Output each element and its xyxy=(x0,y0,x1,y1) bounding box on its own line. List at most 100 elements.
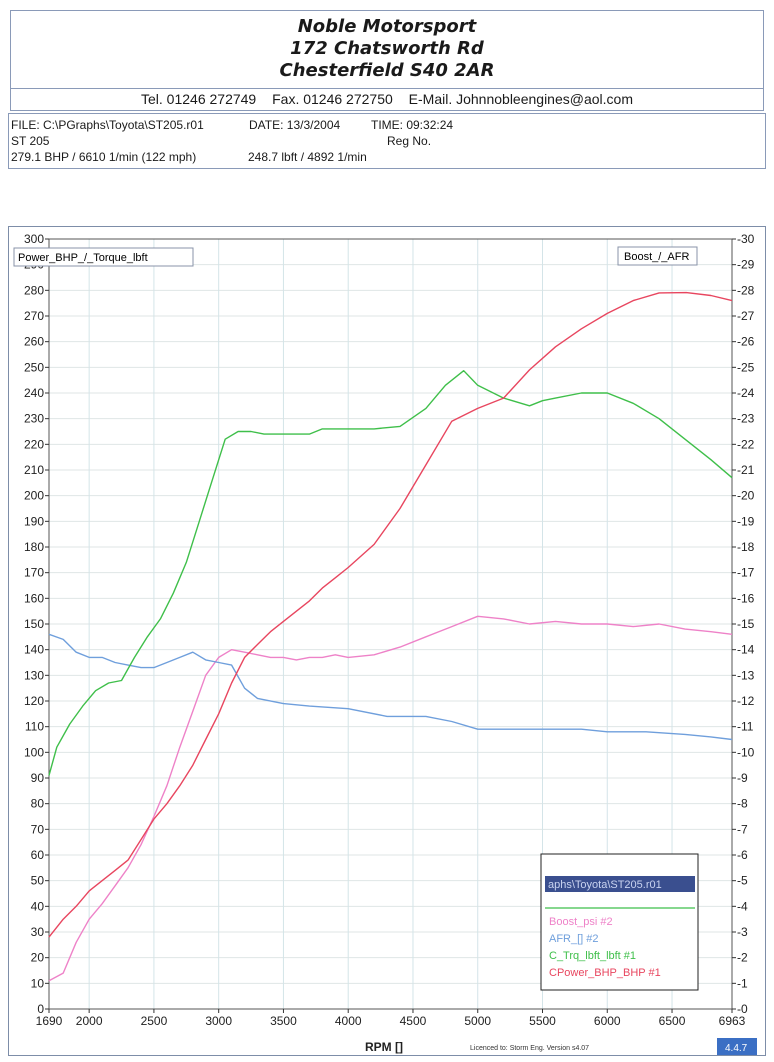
y2-tick-label: -4 xyxy=(737,899,748,913)
y2-tick-label: -5 xyxy=(737,874,748,888)
contact-bar: Tel. 01246 272749 Fax. 01246 272750 E-Ma… xyxy=(10,89,764,111)
model: ST 205 xyxy=(11,134,50,148)
y-tick-label: 280 xyxy=(24,283,44,297)
version-badge: 4.4.7 xyxy=(725,1043,748,1054)
legend-title-bar xyxy=(545,876,695,892)
y-tick-label: 300 xyxy=(24,232,44,246)
x-tick-label: 5000 xyxy=(464,1014,491,1028)
series-line-boost-psi-2 xyxy=(48,615,733,982)
y-tick-label: 210 xyxy=(24,463,44,477)
y2-tick-label: -14 xyxy=(737,643,755,657)
y2-tick-label: -2 xyxy=(737,951,748,965)
y-tick-label: 250 xyxy=(24,360,44,374)
run-time: TIME: 09:32:24 xyxy=(371,118,454,132)
y2-tick-label: -18 xyxy=(737,540,755,554)
y2-tick-label: -16 xyxy=(737,591,755,605)
y2-tick-label: -7 xyxy=(737,822,748,836)
email: E-Mail. Johnnobleengines@aol.com xyxy=(408,91,633,107)
y-tick-label: 140 xyxy=(24,643,44,657)
y-tick-label: 0 xyxy=(37,1002,44,1016)
tel: Tel. 01246 272749 xyxy=(141,91,257,107)
y-tick-label: 270 xyxy=(24,309,44,323)
series-line-c-trq-lbft-lbft-1 xyxy=(48,370,733,776)
power-peak: 279.1 BHP / 6610 1/min (122 mph) xyxy=(11,150,197,164)
y2-tick-label: -15 xyxy=(737,617,755,631)
version-badge-box xyxy=(717,1038,757,1055)
y-tick-label: 170 xyxy=(24,566,44,580)
y-tick-label: 220 xyxy=(24,437,44,451)
y-tick-label: 230 xyxy=(24,412,44,426)
legend: aphs\Toyota\ST205.r01 Boost_psi #2 AFR_[]… xyxy=(540,853,699,991)
x-tick-label: 5500 xyxy=(529,1014,556,1028)
y2-tick-label: -22 xyxy=(737,437,755,451)
run-info: FILE: C:\PGraphs\Toyota\ST205.r01 DATE: … xyxy=(8,113,766,169)
run-date: DATE: 13/3/2004 xyxy=(249,118,341,132)
legend-items: Boost_psi #2 AFR_[] #2 C_Trq_lbft_lbft #1 C… xyxy=(549,916,661,979)
y-tick-label: 50 xyxy=(31,874,45,888)
y-tick-label: 30 xyxy=(31,925,45,939)
company-name: Noble Motorsport xyxy=(297,16,477,37)
y-tick-label: 40 xyxy=(31,899,45,913)
y2-tick-label: -12 xyxy=(737,694,755,708)
legend-file: aphs\Toyota\ST205.r01 xyxy=(548,879,662,891)
y-tick-label: 60 xyxy=(31,848,45,862)
y-tick-label: 240 xyxy=(24,386,44,400)
y-tick-label: 10 xyxy=(31,976,45,990)
y-tick-label: 70 xyxy=(31,822,45,836)
dyno-chart-svg: 0 10 20 30 40 50 60 70 80 90 100 110 120 130 140 150 160… xyxy=(13,232,757,1055)
y-tick-label: 120 xyxy=(24,694,44,708)
reg-no: Reg No. xyxy=(387,134,432,148)
grid xyxy=(48,238,733,1010)
x-axis-title: RPM [] xyxy=(365,1040,403,1054)
x-tick-label: 6963 xyxy=(719,1014,746,1028)
y-tick-label: 190 xyxy=(24,514,44,528)
x-tick-label: 2500 xyxy=(141,1014,168,1028)
x-tick-label: 6000 xyxy=(594,1014,621,1028)
y-tick-label: 110 xyxy=(25,720,44,734)
legend-entry-c-trq-lbft-lbft-1: C_Trq_lbft_lbft #1 xyxy=(549,950,636,962)
y-tick-label: 160 xyxy=(24,591,44,605)
y2-tick-label: -1 xyxy=(737,976,748,990)
company-header: Noble Motorsport 172 Chatsworth Rd Chest… xyxy=(10,10,764,89)
left-axis-title: Power_BHP_/_Torque_lbft xyxy=(18,252,148,264)
x-tick-label: 3500 xyxy=(270,1014,297,1028)
left-axis: 0 10 20 30 40 50 60 70 80 90 100 110 120 130 140 150 160… xyxy=(24,232,49,1016)
y-tick-label: 180 xyxy=(24,540,44,554)
y2-tick-label: -3 xyxy=(737,925,748,939)
y2-tick-label: -9 xyxy=(737,771,748,785)
series-line-afr-2 xyxy=(48,633,733,741)
y2-tick-label: -25 xyxy=(737,360,755,374)
y-tick-label: 20 xyxy=(31,951,45,965)
y2-tick-label: -28 xyxy=(737,283,755,297)
y-tick-label: 130 xyxy=(24,668,44,682)
y2-tick-label: -24 xyxy=(737,386,755,400)
x-tick-label: 1690 xyxy=(36,1014,63,1028)
x-tick-label: 4500 xyxy=(400,1014,427,1028)
y-tick-label: 200 xyxy=(24,489,44,503)
torque-peak: 248.7 lbft / 4892 1/min xyxy=(248,150,367,164)
y2-tick-label: -23 xyxy=(737,412,755,426)
series-line-cpower-bhp-bhp-1 xyxy=(48,291,733,938)
y2-tick-label: -6 xyxy=(737,848,748,862)
dyno-chart: 0 10 20 30 40 50 60 70 80 90 100 110 120 130 140 150 160… xyxy=(8,226,766,1056)
x-axis: 1690 2000 2500 3000 3500 4000 4500 5000 5500 6000… xyxy=(36,1009,746,1028)
y2-tick-label: -13 xyxy=(737,668,755,682)
y2-tick-label: -29 xyxy=(737,258,755,272)
right-axis-title-box xyxy=(617,246,698,266)
y2-tick-label: -20 xyxy=(737,489,755,503)
x-tick-label: 6500 xyxy=(659,1014,686,1028)
y-tick-label: 150 xyxy=(24,617,44,631)
legend-entry-cpower-bhp-bhp-1: CPower_BHP_BHP #1 xyxy=(549,967,661,979)
fax: Fax. 01246 272750 xyxy=(272,91,393,107)
y2-tick-label: -8 xyxy=(737,797,748,811)
right-axis-title: Boost_/_AFR xyxy=(624,251,689,263)
y2-tick-label: -11 xyxy=(737,720,754,734)
file-path: FILE: C:\PGraphs\Toyota\ST205.r01 xyxy=(11,118,204,132)
y2-tick-label: -17 xyxy=(737,566,755,580)
y2-tick-label: -26 xyxy=(737,335,755,349)
y-tick-label: 260 xyxy=(24,335,44,349)
y2-tick-label: -30 xyxy=(737,232,755,246)
x-tick-label: 2000 xyxy=(76,1014,103,1028)
left-axis-title-box xyxy=(13,247,194,267)
y2-tick-label: -0 xyxy=(737,1002,748,1016)
